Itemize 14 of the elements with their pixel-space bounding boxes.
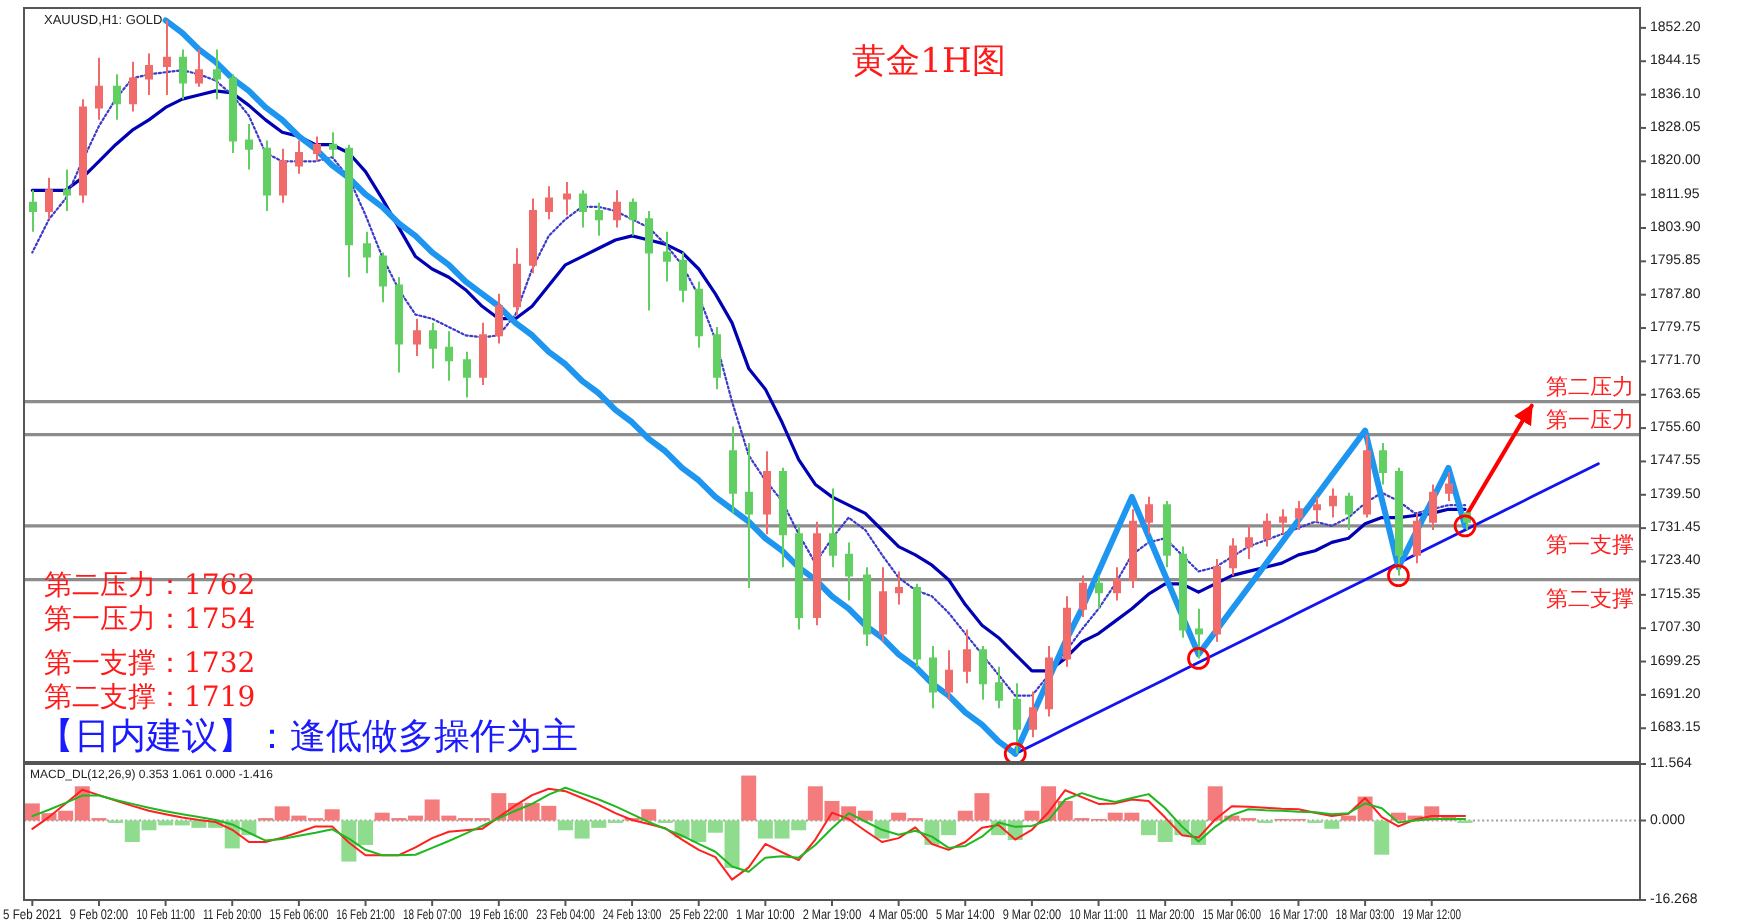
annotation: 第二压力：1762 [44,570,256,602]
ref-line-label: 第二支撑 [1546,585,1634,612]
x-tick-label: 10 Feb 11:00 [136,907,196,924]
text: 黄金1H图 [852,42,1006,82]
annotation: 第一支撑：1732 [44,648,256,680]
x-tick-label: 11 Feb 20:00 [203,907,263,924]
ref-line-label: 第二压力 [1546,373,1634,400]
annotation: 第二支撑：1719 [44,682,256,714]
annotation: 【日内建议】：逢低做多操作为主 [38,716,578,758]
ref-line-label: 第一压力 [1546,406,1634,433]
annotation: 第一压力：1754 [44,604,256,636]
ref-line-label: 第一支撑 [1546,531,1634,558]
x-tick-label: 10 Mar 11:00 [1069,907,1129,924]
x-tick-label: 11 Mar 20:00 [1135,907,1196,924]
